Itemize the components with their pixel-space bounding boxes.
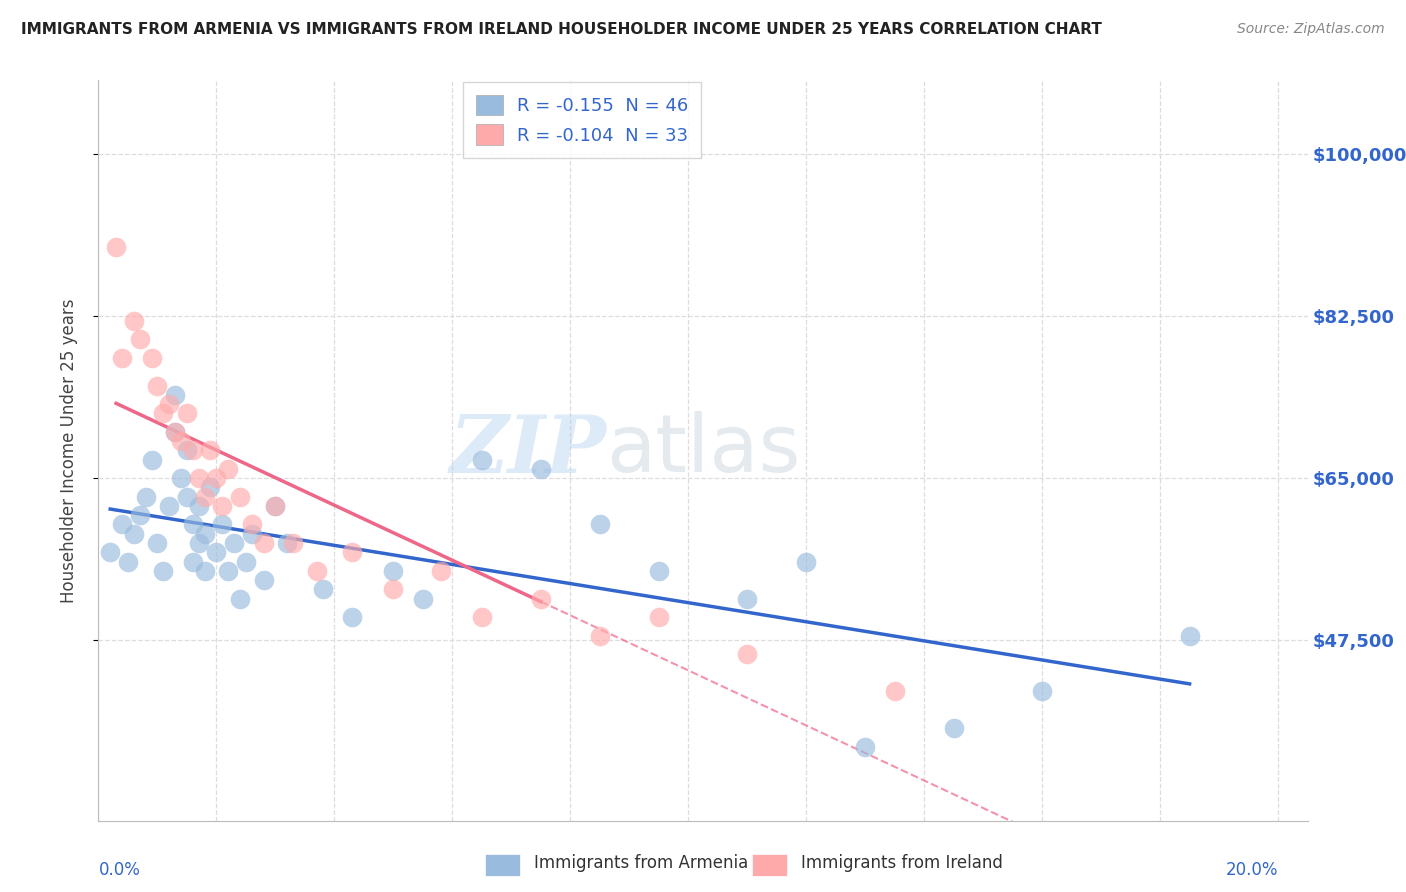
Point xyxy=(340,610,363,624)
Point xyxy=(205,471,228,485)
Point xyxy=(264,499,287,513)
Text: 0.0%: 0.0% xyxy=(98,862,141,880)
Point xyxy=(194,490,217,504)
Point xyxy=(194,564,217,578)
Point xyxy=(170,434,193,449)
Point xyxy=(181,443,204,458)
Point xyxy=(135,490,157,504)
Point xyxy=(794,554,817,569)
Point xyxy=(187,536,209,550)
Point xyxy=(176,490,198,504)
Point xyxy=(276,536,298,550)
Point xyxy=(240,517,263,532)
Text: atlas: atlas xyxy=(606,411,800,490)
Point xyxy=(229,591,252,606)
Text: Immigrants from Ireland: Immigrants from Ireland xyxy=(801,855,1004,872)
Point xyxy=(200,443,222,458)
Point xyxy=(735,647,758,661)
Text: IMMIGRANTS FROM ARMENIA VS IMMIGRANTS FROM IRELAND HOUSEHOLDER INCOME UNDER 25 Y: IMMIGRANTS FROM ARMENIA VS IMMIGRANTS FR… xyxy=(21,22,1102,37)
Point xyxy=(222,536,245,550)
Point xyxy=(211,499,233,513)
Point xyxy=(382,582,405,597)
Point xyxy=(1178,629,1201,643)
Point xyxy=(589,629,612,643)
Point xyxy=(146,536,169,550)
Point xyxy=(530,462,553,476)
Point xyxy=(217,462,239,476)
Point xyxy=(187,471,209,485)
Point xyxy=(194,526,217,541)
Point xyxy=(252,536,274,550)
Point xyxy=(105,240,128,254)
Point xyxy=(157,499,180,513)
Point xyxy=(122,314,145,328)
Point xyxy=(146,378,169,392)
Point xyxy=(122,526,145,541)
Text: 20.0%: 20.0% xyxy=(1226,862,1278,880)
Point xyxy=(141,351,163,365)
Point xyxy=(252,573,274,587)
Point xyxy=(152,407,174,421)
Point xyxy=(429,564,451,578)
Point xyxy=(111,351,134,365)
Point xyxy=(853,739,876,754)
Point xyxy=(217,564,239,578)
Point xyxy=(117,554,139,569)
Point xyxy=(412,591,434,606)
Text: ZIP: ZIP xyxy=(450,412,606,489)
Point xyxy=(589,517,612,532)
Point xyxy=(165,388,187,402)
Point xyxy=(170,471,193,485)
Point xyxy=(240,526,263,541)
Point xyxy=(181,517,204,532)
Point xyxy=(648,564,671,578)
Point xyxy=(128,508,150,523)
Point xyxy=(141,452,163,467)
Point xyxy=(281,536,304,550)
Point xyxy=(187,499,209,513)
Point xyxy=(235,554,257,569)
Point xyxy=(311,582,333,597)
Point xyxy=(1031,684,1053,698)
Point xyxy=(152,564,174,578)
Point xyxy=(200,481,222,495)
Y-axis label: Householder Income Under 25 years: Householder Income Under 25 years xyxy=(59,298,77,603)
Legend: R = -0.155  N = 46, R = -0.104  N = 33: R = -0.155 N = 46, R = -0.104 N = 33 xyxy=(463,82,702,158)
Point xyxy=(883,684,905,698)
Point xyxy=(211,517,233,532)
Point xyxy=(530,591,553,606)
Point xyxy=(128,333,150,347)
Point xyxy=(648,610,671,624)
Point xyxy=(98,545,121,559)
Text: Immigrants from Armenia: Immigrants from Armenia xyxy=(534,855,748,872)
Point xyxy=(471,610,494,624)
Point xyxy=(471,452,494,467)
Point xyxy=(165,425,187,439)
Point xyxy=(111,517,134,532)
Point xyxy=(157,397,180,411)
Point xyxy=(181,554,204,569)
Point xyxy=(229,490,252,504)
Point xyxy=(382,564,405,578)
Point xyxy=(942,721,965,735)
Point xyxy=(735,591,758,606)
Text: Source: ZipAtlas.com: Source: ZipAtlas.com xyxy=(1237,22,1385,37)
Point xyxy=(176,443,198,458)
Point xyxy=(305,564,328,578)
Point xyxy=(176,407,198,421)
Point xyxy=(264,499,287,513)
Point xyxy=(165,425,187,439)
Point xyxy=(340,545,363,559)
Point xyxy=(205,545,228,559)
